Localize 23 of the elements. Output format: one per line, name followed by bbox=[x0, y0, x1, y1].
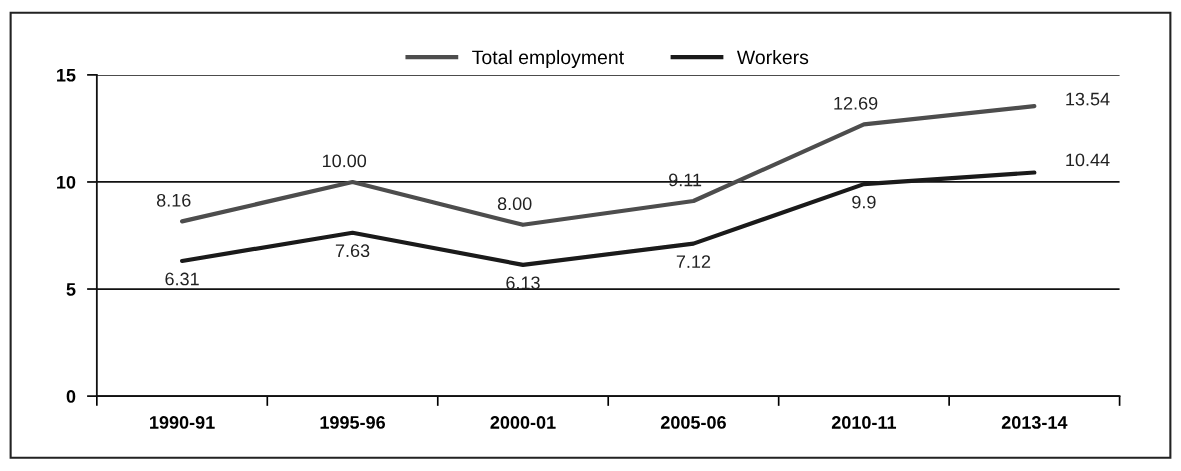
data-label: 6.31 bbox=[165, 272, 199, 286]
data-label: 13.54 bbox=[1066, 92, 1110, 106]
y-tick-label: 0 bbox=[66, 390, 76, 403]
data-label: 7.63 bbox=[335, 244, 370, 258]
x-tick-label: 1990-91 bbox=[150, 416, 215, 429]
data-label: 9.9 bbox=[852, 195, 876, 209]
x-tick-label: 2010-11 bbox=[831, 416, 897, 429]
data-label: 6.13 bbox=[506, 276, 540, 290]
y-tick-label: 5 bbox=[66, 283, 76, 296]
x-tick-label: 2000-01 bbox=[490, 416, 556, 429]
data-label: 7.12 bbox=[676, 255, 711, 268]
y-tick-label: 10 bbox=[57, 175, 76, 189]
legend-label: Workers bbox=[736, 49, 809, 65]
data-label: 8.00 bbox=[497, 197, 532, 211]
data-label: 12.69 bbox=[834, 96, 878, 110]
data-label: 10.00 bbox=[322, 154, 367, 168]
data-label: 10.44 bbox=[1066, 153, 1110, 167]
x-tick-label: 2013-14 bbox=[1001, 416, 1068, 429]
y-tick-label: 15 bbox=[57, 69, 76, 82]
data-label: 8.16 bbox=[156, 193, 191, 207]
legend-label: Total employment bbox=[472, 49, 624, 69]
x-tick-label: 2005-06 bbox=[660, 416, 726, 429]
x-tick-label: 1995-96 bbox=[320, 416, 386, 429]
